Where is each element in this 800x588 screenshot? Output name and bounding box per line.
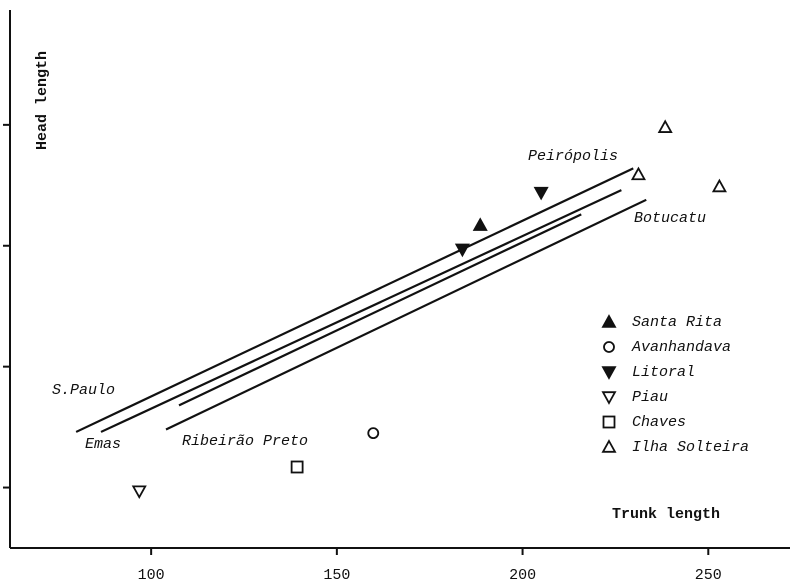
regression-line	[75, 167, 634, 433]
regression-line	[100, 189, 622, 433]
data-point	[290, 460, 304, 474]
x-tick-label: 150	[323, 567, 350, 584]
legend-label: Avanhandava	[631, 339, 731, 356]
legend-marker	[601, 314, 617, 328]
line-label: Ribeirão Preto	[182, 433, 308, 450]
legend-marker	[603, 341, 615, 353]
x-tick-label: 200	[509, 567, 536, 584]
regression-line	[165, 198, 647, 431]
data-point	[711, 178, 727, 193]
line-label: S.Paulo	[52, 382, 115, 399]
data-point	[533, 186, 549, 201]
legend-marker	[601, 439, 617, 453]
legend-marker	[602, 415, 616, 429]
data-point	[472, 217, 488, 231]
legend-label: Litoral	[632, 364, 695, 381]
legend-label: Santa Rita	[632, 314, 722, 331]
y-axis-label: Head length	[34, 51, 51, 150]
line-label: Emas	[85, 436, 121, 453]
legend-label: Chaves	[632, 414, 686, 431]
line-label: Peirópolis	[528, 148, 618, 165]
x-tick-label: 100	[138, 567, 165, 584]
legend-marker	[601, 391, 617, 405]
line-label: Botucatu	[634, 210, 706, 227]
x-tick-label: 250	[695, 567, 722, 584]
data-point	[454, 243, 470, 258]
legend-label: Ilha Solteira	[632, 439, 749, 456]
x-axis-label: Trunk length	[612, 506, 720, 523]
data-point	[630, 166, 646, 181]
regression-line	[178, 213, 582, 407]
data-point	[657, 119, 673, 133]
data-point	[131, 485, 147, 500]
data-point	[367, 427, 380, 440]
legend-label: Piau	[632, 389, 668, 406]
legend-marker	[601, 366, 617, 380]
